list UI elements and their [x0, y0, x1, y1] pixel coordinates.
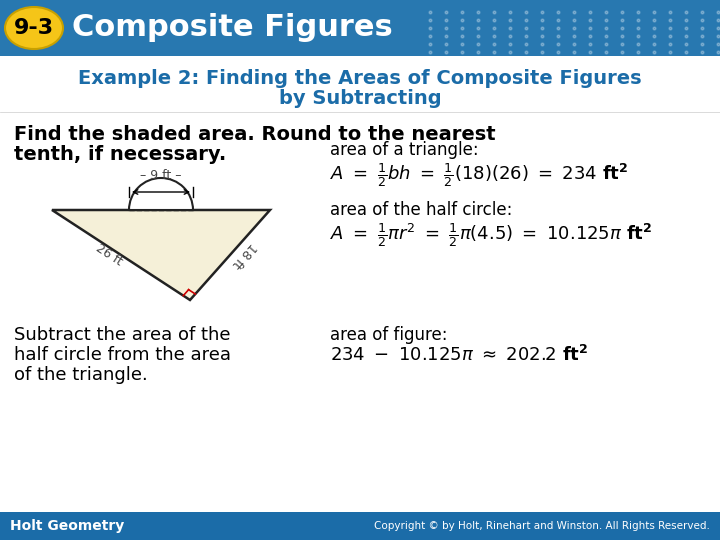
Text: $A\ =\ \frac{1}{2}\pi r^{2}\ =\ \frac{1}{2}\pi(4.5)\ =\ 10.125\pi\ \mathbf{ft}^{: $A\ =\ \frac{1}{2}\pi r^{2}\ =\ \frac{1}… [330, 221, 652, 249]
Text: Example 2: Finding the Areas of Composite Figures: Example 2: Finding the Areas of Composit… [78, 69, 642, 87]
Bar [0, 0, 720, 56]
Text: – 9 ft –: – 9 ft – [140, 169, 181, 182]
Text: of the triangle.: of the triangle. [14, 366, 148, 384]
Ellipse shape [5, 7, 63, 49]
Text: area of the half circle:: area of the half circle: [330, 201, 513, 219]
Text: tenth, if necessary.: tenth, if necessary. [14, 145, 226, 164]
Bar [0, 56, 720, 512]
Text: $A\ =\ \frac{1}{2}bh\ =\ \frac{1}{2}(18)(26)\ =\ 234\ \mathbf{ft}^{\mathbf{2}}$: $A\ =\ \frac{1}{2}bh\ =\ \frac{1}{2}(18)… [330, 161, 629, 189]
Text: 9-3: 9-3 [14, 18, 54, 38]
Text: 18 ft: 18 ft [230, 240, 258, 270]
Text: $234\ -\ 10.125\pi\ \approx\ 202.2\ \mathbf{ft}^{\mathbf{2}}$: $234\ -\ 10.125\pi\ \approx\ 202.2\ \mat… [330, 345, 588, 365]
Bar [0, 512, 720, 540]
Text: Copyright © by Holt, Rinehart and Winston. All Rights Reserved.: Copyright © by Holt, Rinehart and Winsto… [374, 521, 710, 531]
Text: area of figure:: area of figure: [330, 326, 448, 344]
Text: Composite Figures: Composite Figures [72, 14, 392, 43]
Text: Find the shaded area. Round to the nearest: Find the shaded area. Round to the neare… [14, 125, 495, 144]
Text: by Subtracting: by Subtracting [279, 89, 441, 107]
Text: 26 ft: 26 ft [94, 242, 125, 268]
Text: Subtract the area of the: Subtract the area of the [14, 326, 230, 344]
Text: Holt Geometry: Holt Geometry [10, 519, 125, 533]
Text: half circle from the area: half circle from the area [14, 346, 231, 364]
Text: area of a triangle:: area of a triangle: [330, 141, 479, 159]
Polygon shape [52, 210, 270, 300]
Wedge shape [129, 178, 193, 210]
